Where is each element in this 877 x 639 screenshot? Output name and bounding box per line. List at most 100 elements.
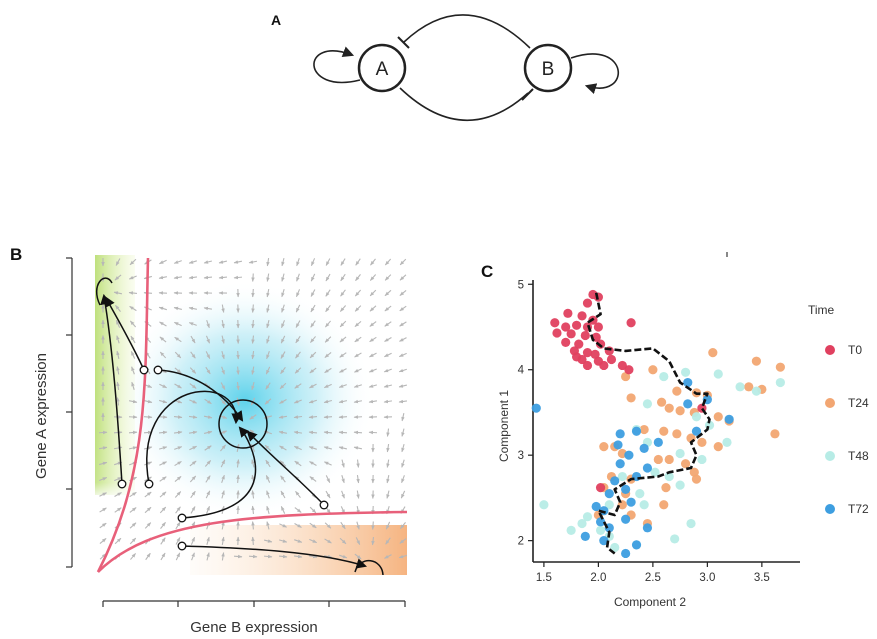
data-point-t72 [631,426,642,436]
legend-label-t24: T24 [848,396,869,410]
data-point-t0 [552,328,562,338]
data-point-t72 [691,426,702,436]
y-tick-label: 4 [518,365,525,377]
data-point-t72 [531,403,541,413]
data-point-t24 [656,397,667,407]
data-point-t0 [582,298,593,308]
data-point-t48 [713,369,723,379]
data-point-t72 [631,540,642,550]
panel-b-x-axis-title: Gene B expression [190,619,318,636]
panel-b-label: B [10,245,23,264]
data-point-t72 [621,484,631,494]
data-point-t24 [621,371,631,382]
data-point-t48 [697,454,707,465]
self-activation-loop-a [313,46,361,84]
trajectory-line [586,292,711,555]
data-point-t0 [590,349,600,359]
data-point-t48 [539,500,549,510]
node-a: A [357,43,407,93]
data-point-t72 [626,497,636,507]
data-point-t24 [672,429,682,439]
data-point-t24 [659,426,669,436]
data-point-t48 [675,480,685,490]
data-point-t0 [617,360,627,371]
data-point-t24 [751,356,762,366]
data-point-t0 [582,360,593,371]
data-point-t72 [591,501,601,512]
panel-b-y-axis-title: Gene A expression [33,353,50,479]
panel-c-ticks [528,283,763,567]
node-b: B [523,43,573,93]
data-point-t24 [697,437,707,447]
panel-a-label: A [271,12,282,28]
data-point-t48 [751,386,762,396]
data-point-t24 [775,362,785,372]
data-point-t72 [604,489,614,499]
data-point-t72 [580,531,590,541]
data-point-t48 [680,367,691,377]
data-point-t72 [642,463,653,473]
panel-c-label: C [481,262,494,281]
data-point-t72 [724,414,734,424]
data-point-t48 [659,371,669,382]
panel-b-x-axis [102,600,406,607]
node-b-label: B [542,59,555,80]
data-point-t48 [639,500,649,510]
data-point-t0 [561,337,571,347]
inhibition-bar-b [521,88,534,101]
data-point-t72 [639,443,649,453]
trajectory-1 [100,293,123,485]
trajectory-7 [181,545,368,569]
data-point-t48 [670,534,680,544]
data-point-t24 [770,429,780,439]
y-tick-label: 3 [518,450,524,462]
data-point-t72 [683,399,693,409]
y-tick-label: 2 [518,536,524,548]
panel-c-tick-labels: 1.5 2.0 2.5 3.0 3.5 2 3 4 5 [518,279,770,584]
data-point-t48 [577,518,587,529]
data-point-t72 [621,548,631,559]
attractor-center-ring [218,399,268,449]
data-point-t48 [595,525,606,535]
legend-swatch-t48 [825,451,835,461]
data-point-t24 [661,483,671,493]
x-tick-label: 2.0 [590,572,606,584]
data-point-t24 [713,442,723,452]
data-point-t24 [664,454,674,465]
x-tick-label: 1.5 [536,572,552,584]
data-point-t72 [615,429,625,439]
data-point-t0 [566,329,576,339]
data-point-t0 [595,483,606,493]
panel-b-y-axis [66,257,73,568]
legend-swatch-t72 [825,504,835,514]
trajectory-6 [246,430,325,506]
legend-title: Time [808,303,835,317]
separatrix-vertical [96,257,150,573]
legend-label-t72: T72 [848,502,869,516]
data-point-t0 [561,322,571,332]
panel-c-x-axis-title: Component 2 [614,595,686,609]
data-point-t0 [582,348,593,358]
data-point-t72 [683,377,693,388]
data-point-t24 [675,406,685,416]
node-a-label: A [376,59,389,80]
data-point-t72 [621,514,631,524]
data-point-t48 [617,471,627,482]
data-point-t0 [593,322,603,332]
data-point-t72 [599,506,609,516]
data-point-t0 [577,311,587,321]
data-point-t48 [775,377,785,388]
data-point-t0 [563,308,573,318]
inhibition-edge-a-to-b [399,87,529,122]
data-point-t48 [686,518,696,529]
data-point-t72 [613,440,623,450]
data-point-t24 [639,424,649,435]
data-point-t24 [599,442,609,452]
data-point-t24 [659,500,669,510]
data-point-t48 [566,525,576,535]
data-point-t48 [664,471,674,482]
data-point-t0 [595,339,606,349]
data-point-t48 [650,467,660,477]
data-point-t48 [582,512,593,522]
